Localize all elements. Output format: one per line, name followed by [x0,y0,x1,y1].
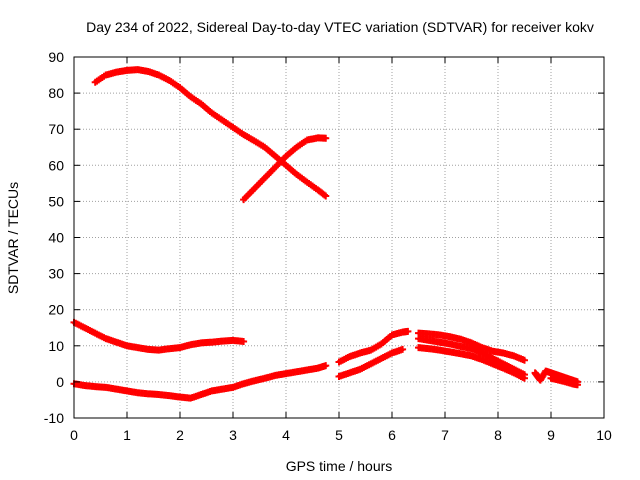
x-tick-label: 9 [547,427,555,443]
x-tick-label: 4 [282,427,290,443]
y-tick-label: 10 [48,338,64,354]
y-axis-label: SDTVAR / TECUs [5,182,21,294]
data-points [70,66,581,402]
axis-ticks: 0 1 2 3 4 5 6 7 8 9 10 -10 0 10 20 30 40 50 60 70 80 90 [44,49,612,443]
x-tick-label: 0 [70,427,78,443]
x-tick-label: 1 [123,427,131,443]
y-tick-label: 70 [48,121,64,137]
series-track-j [531,367,581,389]
y-tick-label: 60 [48,157,64,173]
data-point [574,381,581,389]
data-point [521,356,528,364]
data-point [521,374,528,382]
grid-lines [74,57,604,418]
x-tick-label: 5 [335,427,343,443]
y-tick-label: 30 [48,266,64,282]
data-point [322,362,330,370]
y-tick-label: 50 [48,193,64,209]
data-point [320,191,328,199]
x-tick-label: 2 [176,427,184,443]
data-point [322,134,330,142]
series-track-a [91,66,330,200]
series-track-f [335,345,407,380]
x-axis-label: GPS time / hours [286,458,393,474]
y-tick-label: 40 [48,230,64,246]
series-track-b [240,134,330,204]
x-tick-label: 8 [494,427,502,443]
y-tick-label: 20 [48,302,64,318]
y-tick-label: 0 [56,374,64,390]
data-point [399,345,407,353]
chart-title: Day 234 of 2022, Sidereal Day-to-day VTE… [86,19,594,35]
data-point [404,327,412,335]
y-tick-label: 80 [48,85,64,101]
series-track-d [70,362,330,402]
x-tick-label: 6 [388,427,396,443]
x-tick-label: 7 [441,427,449,443]
y-tick-label: 90 [48,49,64,65]
y-tick-label: -10 [44,410,64,426]
x-tick-label: 10 [596,427,612,443]
x-tick-label: 3 [229,427,237,443]
data-point [322,192,330,200]
series-track-c [70,318,248,354]
series-track-e [335,327,412,366]
data-point [240,337,248,345]
series-track-i [415,344,528,382]
